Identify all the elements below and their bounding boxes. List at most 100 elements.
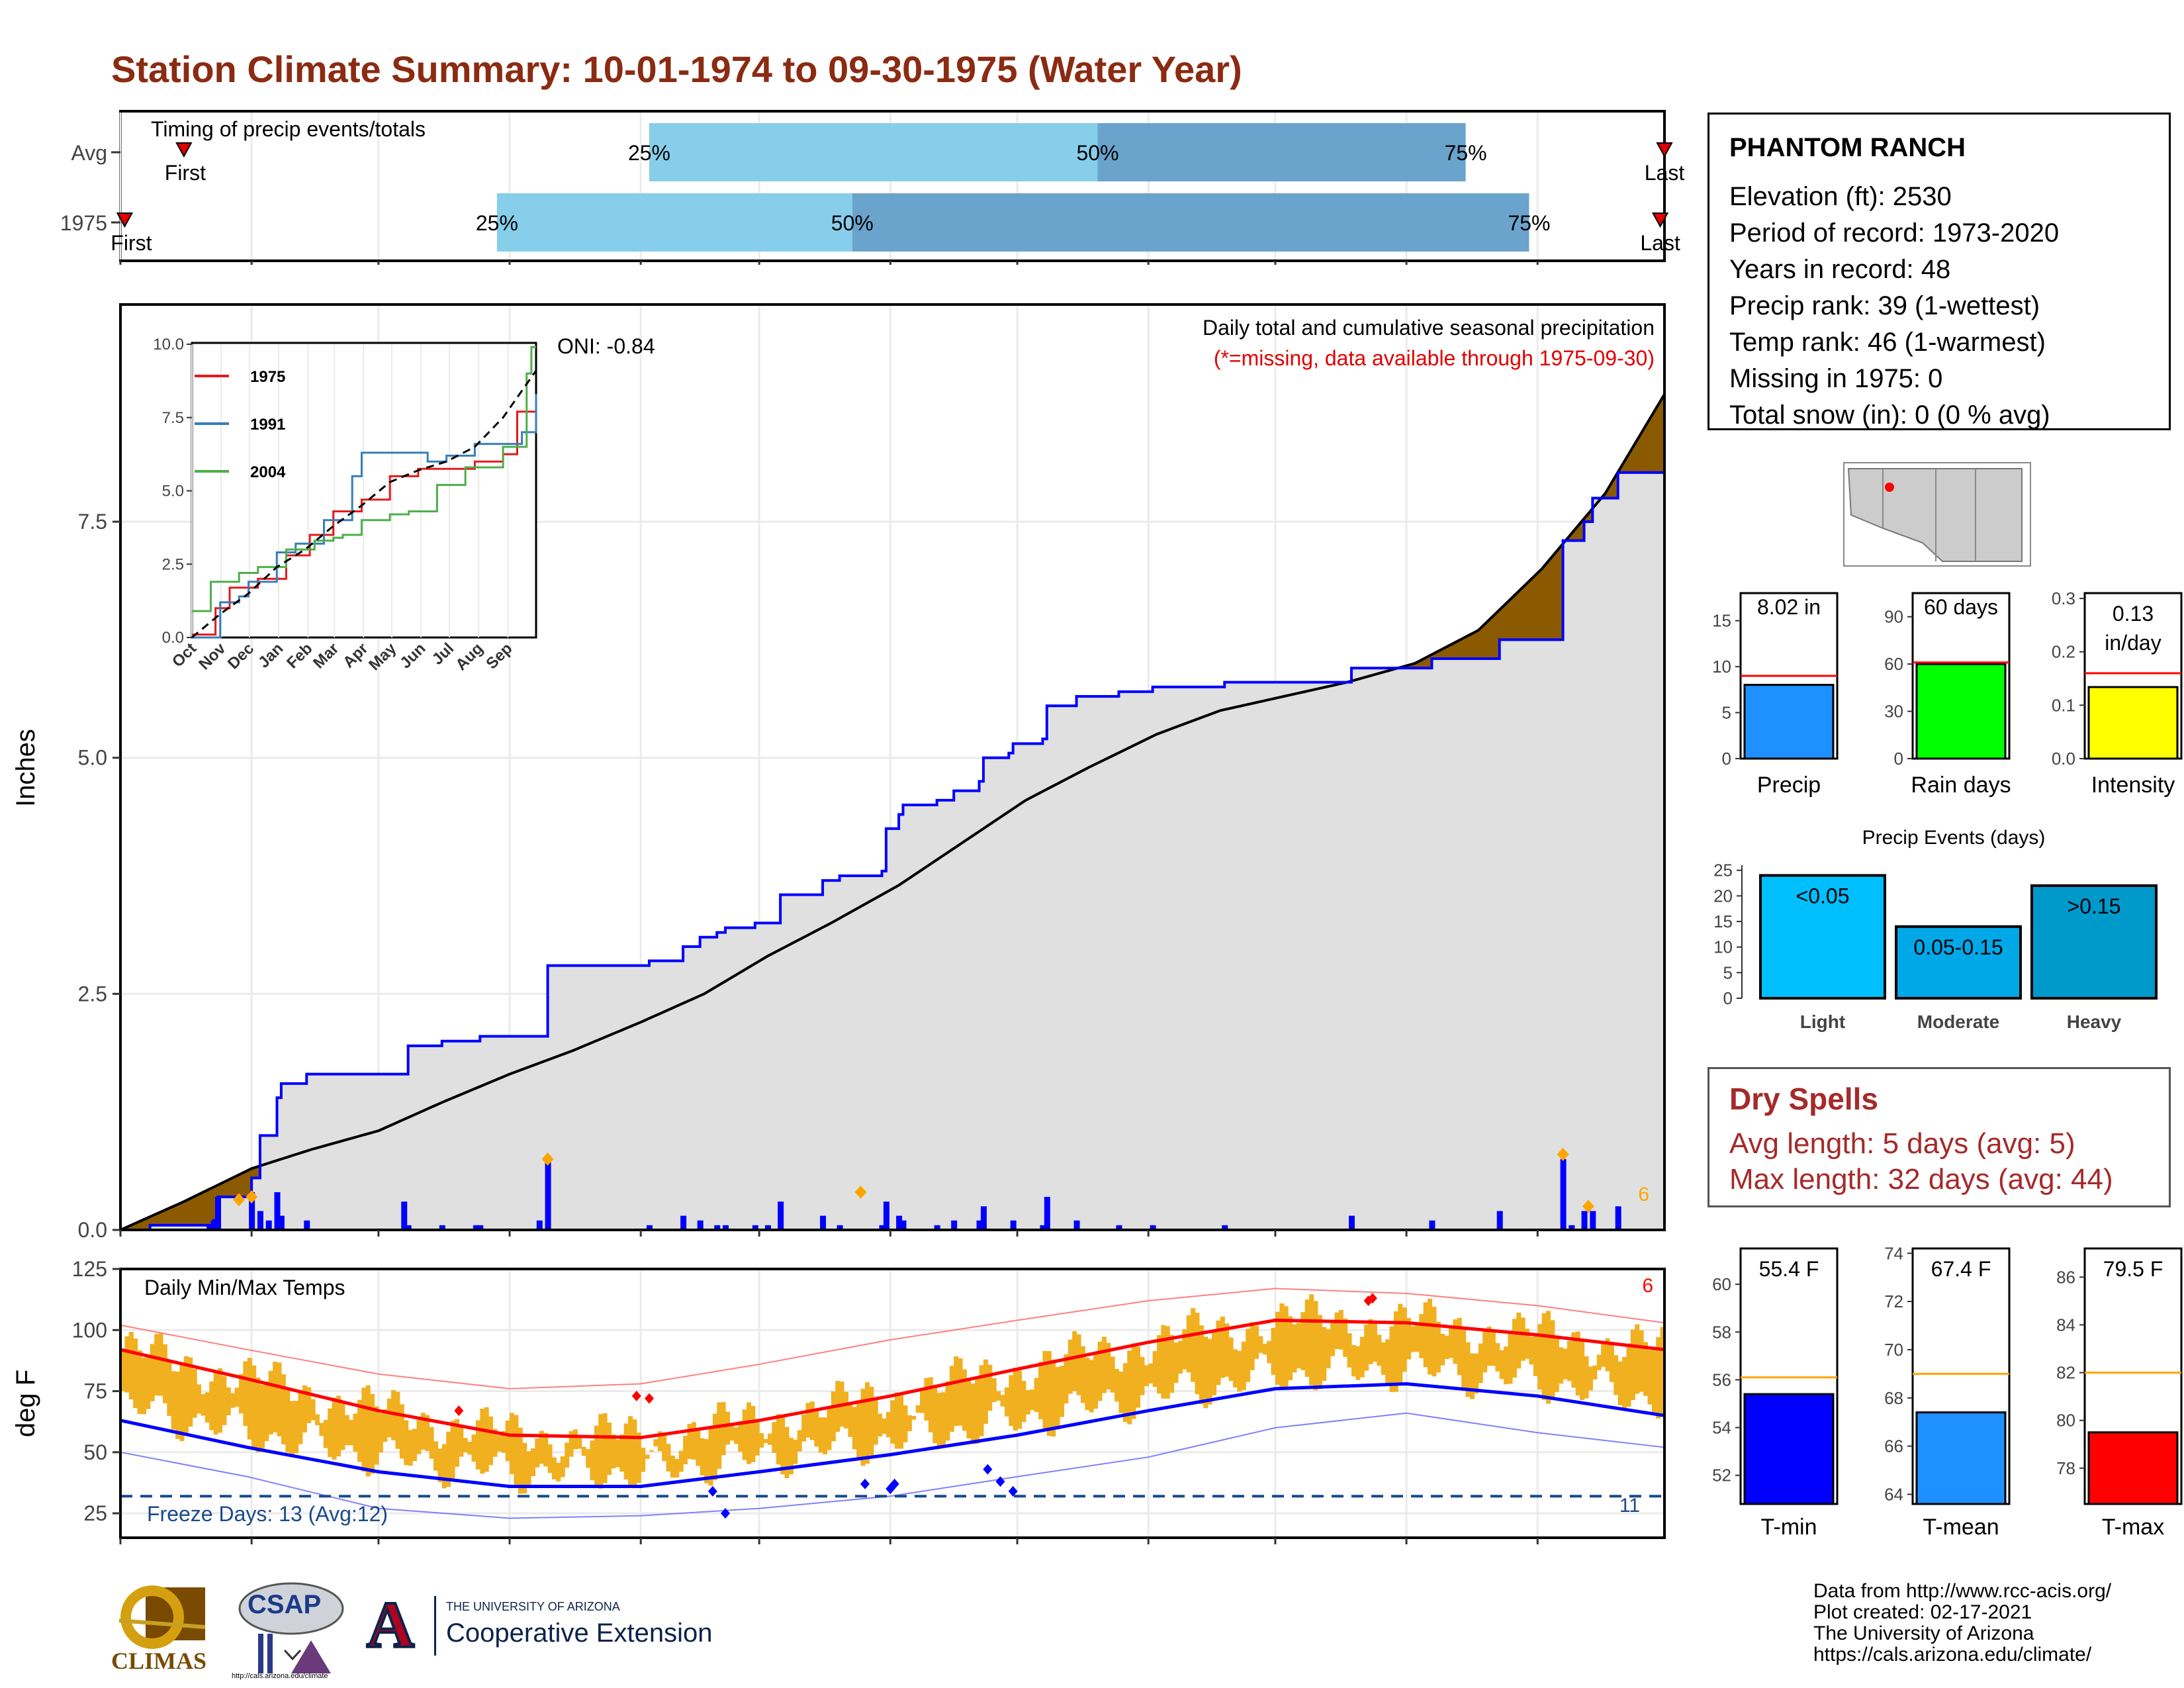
daily-temp-range-bar <box>1575 1331 1580 1396</box>
daily-temp-range-bar <box>560 1456 565 1477</box>
mini-temp-value: 67.4 F <box>1931 1257 1991 1281</box>
daily-temp-range-bar <box>154 1334 159 1396</box>
daily-precip-bar <box>820 1215 827 1230</box>
mini-temp-tick-label: 72 <box>1884 1291 1903 1311</box>
daily-precip-bar <box>951 1220 958 1230</box>
deficit-area <box>1537 568 1542 640</box>
daily-temp-range-bar <box>966 1380 972 1438</box>
daily-precip-bar <box>680 1215 687 1230</box>
daily-temp-range-bar <box>729 1423 735 1441</box>
mini-precip-tick-label: 0 <box>1894 749 1903 769</box>
mini-temp-tick-label: 80 <box>2056 1411 2075 1430</box>
deficit-area <box>243 1170 248 1197</box>
precip-frame <box>119 303 1666 1231</box>
mini-precip-tick-label: 5 <box>1722 703 1731 723</box>
daily-temp-range-bar <box>754 1419 760 1456</box>
daily-temp-range-bar <box>1220 1316 1225 1378</box>
daily-temp-range-bar <box>302 1385 307 1432</box>
daily-temp-range-bar <box>1195 1313 1200 1395</box>
daily-temp-range-bar <box>801 1415 807 1442</box>
daily-temp-range-bar <box>1000 1395 1005 1407</box>
daily-temp-range-bar <box>784 1427 790 1479</box>
mini-temp-label: T-min <box>1761 1515 1817 1540</box>
daily-precip-bar <box>210 1220 217 1230</box>
daily-temp-range-bar <box>696 1429 701 1466</box>
events-bar-label: 0.05-0.15 <box>1913 935 2003 959</box>
daily-precip-bar <box>1569 1225 1575 1230</box>
oni-label: ONI: -0.84 <box>557 334 655 358</box>
daily-temp-range-bar <box>1359 1336 1365 1378</box>
daily-precip-bar <box>215 1197 222 1230</box>
daily-temp-range-bar <box>1101 1336 1107 1393</box>
daily-temp-range-bar <box>551 1457 557 1479</box>
daily-temp-range-bar <box>238 1374 244 1414</box>
last-event-label: Last <box>1640 231 1680 255</box>
daily-temp-range-bar <box>662 1432 667 1462</box>
inset-y-tick-label: 0.0 <box>162 629 184 647</box>
daily-temp-range-bar <box>268 1370 273 1434</box>
daily-temp-range-bar <box>809 1401 815 1440</box>
daily-temp-range-bar <box>1080 1346 1085 1403</box>
daily-temp-range-bar <box>1567 1340 1572 1382</box>
daily-temp-range-bar <box>179 1364 185 1441</box>
ua-small-text: THE UNIVERSITY OF ARIZONA <box>446 1600 620 1613</box>
daily-temp-range-bar <box>158 1333 163 1396</box>
daily-temp-range-bar <box>1191 1308 1196 1382</box>
daily-temp-range-bar <box>1478 1343 1483 1383</box>
station-row: Missing in 1975: 0 <box>1729 364 1943 393</box>
deficit-area <box>1512 592 1517 640</box>
daily-temp-range-bar <box>1262 1343 1267 1355</box>
daily-temp-range-bar <box>412 1429 418 1462</box>
daily-temp-range-bar <box>1169 1335 1175 1393</box>
daily-temp-range-bar <box>641 1447 646 1472</box>
station-row: Total snow (in): 0 (0 % avg) <box>1729 400 2050 430</box>
daily-temp-range-bar <box>1279 1303 1285 1390</box>
daily-temp-range-bar <box>678 1450 684 1472</box>
daily-temp-range-bar <box>996 1391 1001 1401</box>
daily-temp-range-bar <box>1283 1306 1289 1387</box>
avg-max-line <box>120 1319 1665 1440</box>
daily-temp-range-bar <box>958 1358 963 1426</box>
daily-temp-range-bar <box>1106 1342 1111 1390</box>
daily-temp-range-bar <box>133 1338 138 1409</box>
mini-temp-panel: 55.4 F 52 54 56 58 60 T-min 67.4 F 64 66 68 70 72 74 T… <box>1712 1243 2183 1540</box>
daily-temp-range-bar <box>547 1444 553 1474</box>
daily-temp-range-bar <box>510 1413 515 1474</box>
daily-precip-bar <box>1349 1215 1355 1230</box>
station-row: Temp rank: 46 (1-warmest) <box>1729 328 2046 357</box>
daily-precip-bar <box>837 1225 843 1230</box>
timing-q50-label: 50% <box>831 211 874 235</box>
daily-temp-range-bar <box>1093 1352 1099 1409</box>
mini-precip-panel: 8.02 in 0 5 10 15 Precip 60 days 0 30 60 90 Rain da… <box>1712 588 2183 798</box>
daily-precip-bar <box>1150 1225 1156 1230</box>
events-bar <box>1895 925 2022 1000</box>
daily-temp-range-bar <box>1136 1346 1141 1408</box>
precip-top-label: Daily total and cumulative seasonal prec… <box>1203 316 1655 340</box>
daily-temp-range-bar <box>1156 1335 1161 1394</box>
daily-precip-bar <box>900 1220 907 1230</box>
daily-temp-range-bar <box>1317 1315 1322 1389</box>
precip-y-tick-label: 5.0 <box>78 746 107 770</box>
daily-temp-range-bar <box>1131 1343 1136 1419</box>
daily-temp-range-bar <box>983 1359 988 1424</box>
daily-temp-range-bar <box>1300 1312 1306 1370</box>
daily-temp-range-bar <box>501 1430 506 1453</box>
daily-temp-range-bar <box>383 1409 388 1442</box>
first-event-marker <box>116 212 134 228</box>
daily-temp-range-bar <box>446 1431 451 1487</box>
daily-temp-range-bar <box>797 1430 802 1452</box>
daily-temp-range-bar <box>1351 1344 1356 1377</box>
temp-panel-label: Daily Min/Max Temps <box>144 1276 345 1299</box>
daily-temp-range-bar <box>1296 1323 1301 1369</box>
daily-temp-range-bar <box>344 1415 349 1446</box>
station-row: Period of record: 1973-2020 <box>1729 218 2060 248</box>
daily-temp-range-bar <box>370 1393 375 1474</box>
daily-temp-range-bar <box>518 1427 523 1494</box>
daily-temp-range-bar <box>683 1436 688 1464</box>
daily-temp-range-bar <box>674 1459 680 1477</box>
mini-precip-tick-label: 30 <box>1884 702 1903 722</box>
observed-cumulative-line <box>120 471 1664 1231</box>
daily-temp-range-bar <box>1647 1350 1653 1405</box>
daily-temp-range-bar <box>848 1403 853 1437</box>
dry-spells-box: Dry Spells Avg length: 5 days (avg: 5) M… <box>1707 1067 2171 1207</box>
